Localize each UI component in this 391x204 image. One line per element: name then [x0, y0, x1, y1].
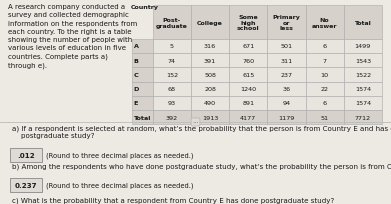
- Text: b) Among the respondents who have done postgraduate study, what’s the probabilit: b) Among the respondents who have done p…: [12, 163, 391, 170]
- Text: c) What is the probability that a respondent from Country E has done postgraduat: c) What is the probability that a respon…: [12, 197, 334, 203]
- Text: ···: ···: [192, 119, 199, 125]
- Text: a) If a respondent is selected at random, what’s the probability that the person: a) If a respondent is selected at random…: [12, 125, 391, 139]
- FancyBboxPatch shape: [10, 148, 42, 162]
- FancyBboxPatch shape: [10, 178, 42, 192]
- Text: 0.237: 0.237: [14, 182, 37, 188]
- Text: Country: Country: [130, 5, 158, 10]
- Text: (Round to three decimal places as needed.): (Round to three decimal places as needed…: [46, 182, 193, 188]
- Text: (Round to three decimal places as needed.): (Round to three decimal places as needed…: [46, 152, 193, 158]
- Text: A research company conducted a
survey and collected demographic
information on t: A research company conducted a survey an…: [8, 4, 137, 69]
- Text: .012: .012: [17, 152, 35, 158]
